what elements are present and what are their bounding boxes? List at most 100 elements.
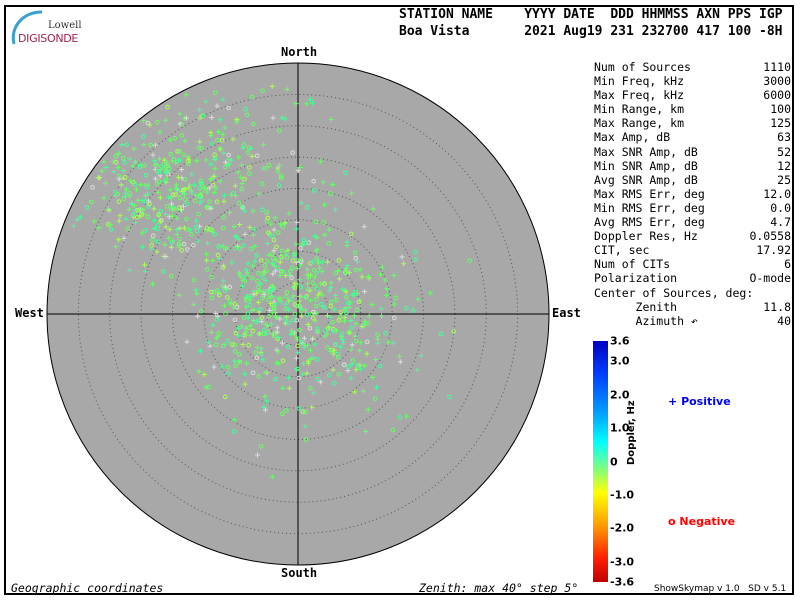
legend-negative-label: Negative	[679, 515, 736, 528]
positive-source-point	[220, 132, 226, 138]
positive-source-point	[236, 154, 242, 160]
negative-source-point	[292, 285, 298, 290]
positive-source-point	[268, 294, 274, 300]
positive-source-point	[140, 118, 146, 124]
positive-source-point	[155, 189, 161, 195]
positive-source-point	[269, 83, 275, 89]
stat-row: Polarization O-mode	[594, 271, 791, 285]
positive-source-point	[221, 198, 227, 204]
negative-source-point	[168, 151, 173, 157]
positive-source-point	[244, 360, 250, 366]
positive-source-point	[322, 232, 328, 238]
positive-source-point	[396, 353, 402, 359]
positive-source-point	[274, 329, 280, 335]
negative-source-point	[260, 88, 265, 93]
negative-source-point	[205, 267, 210, 272]
positive-source-point	[247, 224, 253, 230]
positive-source-point	[304, 266, 310, 272]
negative-source-point	[287, 268, 293, 274]
positive-source-point	[378, 313, 384, 319]
positive-source-point	[304, 101, 310, 107]
negative-source-point	[338, 309, 344, 315]
west-label: West	[15, 306, 44, 320]
negative-source-point	[239, 186, 245, 192]
stat-value: 1110	[763, 60, 791, 74]
legend-negative: o Negative	[668, 515, 735, 528]
positive-source-point	[173, 160, 179, 166]
stat-row: Doppler Res, Hz 0.0558	[594, 229, 791, 243]
positive-source-point	[340, 340, 346, 346]
negative-source-point	[143, 228, 148, 233]
stat-label: Min Range, km	[594, 102, 685, 117]
negative-source-point	[299, 340, 304, 345]
positive-source-point	[180, 203, 186, 209]
negative-source-point	[269, 251, 275, 257]
negative-source-point	[326, 372, 332, 378]
positive-source-point	[120, 168, 126, 174]
positive-source-point	[284, 86, 290, 92]
positive-source-point	[232, 183, 238, 189]
negative-source-point	[354, 307, 360, 313]
positive-source-point	[208, 161, 214, 167]
positive-source-point	[258, 281, 264, 287]
positive-source-point	[207, 185, 213, 191]
positive-source-point	[362, 318, 368, 324]
negative-source-point	[336, 258, 342, 263]
positive-source-point	[343, 289, 349, 295]
negative-source-point	[264, 258, 270, 264]
positive-source-point	[307, 96, 313, 102]
positive-source-point	[318, 159, 324, 165]
positive-source-point	[382, 277, 388, 283]
negative-source-point	[283, 306, 288, 312]
positive-source-point	[193, 287, 199, 293]
positive-source-point	[348, 375, 354, 381]
negative-source-point	[313, 303, 319, 309]
positive-source-point	[338, 344, 344, 350]
positive-source-point	[167, 137, 173, 143]
negative-source-point	[182, 177, 188, 182]
positive-source-point	[191, 301, 197, 307]
positive-source-point	[206, 339, 212, 345]
positive-source-point	[154, 249, 160, 255]
negative-source-point	[186, 161, 191, 167]
stat-row: Max Range, km 125	[594, 116, 791, 130]
negative-source-point	[304, 312, 310, 318]
positive-source-point	[196, 368, 202, 374]
positive-source-point	[256, 331, 262, 337]
negative-source-point	[322, 281, 327, 286]
stat-label: CIT, sec	[594, 243, 650, 258]
positive-source-point	[167, 187, 173, 193]
positive-source-point	[203, 99, 209, 105]
stat-label: Max Amp, dB	[594, 130, 671, 145]
positive-source-point	[358, 340, 364, 346]
negative-source-point	[254, 355, 260, 361]
positive-source-point	[231, 305, 237, 311]
positive-source-point	[296, 298, 302, 304]
negative-source-point	[248, 246, 254, 252]
negative-source-point	[303, 409, 308, 415]
negative-source-point	[241, 142, 247, 147]
negative-source-point	[225, 338, 231, 344]
stat-label: Polarization	[594, 271, 678, 286]
negative-source-point	[290, 150, 295, 155]
positive-source-point	[248, 322, 254, 328]
positive-source-point	[142, 269, 148, 275]
positive-source-point	[163, 224, 169, 230]
positive-source-point	[250, 263, 256, 269]
positive-source-point	[384, 286, 390, 292]
positive-source-point	[211, 173, 217, 179]
positive-source-point	[226, 210, 232, 216]
negative-source-point	[270, 255, 276, 261]
positive-source-point	[205, 240, 211, 246]
positive-source-point	[359, 323, 365, 329]
negative-source-point	[284, 294, 289, 299]
south-label: South	[281, 566, 318, 580]
negative-source-point	[209, 289, 214, 295]
negative-source-point	[266, 297, 271, 302]
negative-source-point	[285, 344, 291, 350]
legend-positive-label: Positive	[681, 395, 731, 408]
positive-source-point	[321, 202, 327, 208]
positive-source-point	[210, 258, 216, 264]
positive-source-point	[279, 115, 285, 121]
positive-source-point	[257, 288, 263, 294]
